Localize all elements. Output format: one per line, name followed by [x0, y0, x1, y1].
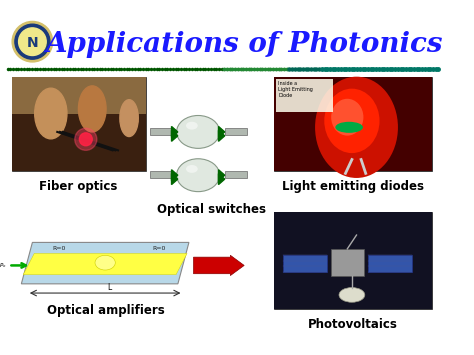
Ellipse shape — [331, 99, 364, 136]
Polygon shape — [172, 170, 178, 181]
Ellipse shape — [186, 122, 198, 130]
Bar — [225, 128, 246, 135]
Bar — [331, 249, 364, 277]
Ellipse shape — [95, 255, 115, 270]
Ellipse shape — [324, 89, 380, 153]
Bar — [367, 255, 412, 272]
Circle shape — [75, 128, 97, 150]
Text: R=0: R=0 — [152, 246, 165, 251]
Text: Inside a
Light Emitting
Diode: Inside a Light Emitting Diode — [278, 81, 313, 98]
Text: Applications of Photonics: Applications of Photonics — [46, 31, 443, 58]
Ellipse shape — [177, 115, 219, 148]
Polygon shape — [172, 174, 178, 185]
Text: R=0: R=0 — [53, 246, 66, 251]
Bar — [12, 77, 146, 114]
Circle shape — [12, 21, 53, 62]
Text: Light emitting diodes: Light emitting diodes — [282, 180, 424, 193]
Ellipse shape — [186, 165, 198, 173]
Polygon shape — [219, 126, 225, 137]
Circle shape — [18, 28, 46, 55]
Bar — [225, 171, 246, 178]
Text: N: N — [27, 36, 38, 50]
Circle shape — [15, 24, 50, 59]
Text: Photovoltaics: Photovoltaics — [308, 318, 398, 331]
Polygon shape — [21, 242, 189, 284]
Ellipse shape — [315, 77, 398, 178]
Text: Fiber optics: Fiber optics — [39, 180, 118, 193]
Polygon shape — [172, 130, 178, 141]
Polygon shape — [23, 253, 187, 275]
Text: Optical amplifiers: Optical amplifiers — [47, 304, 165, 317]
Bar — [273, 212, 432, 309]
Text: Optical switches: Optical switches — [157, 203, 266, 216]
Ellipse shape — [78, 86, 106, 132]
Bar — [12, 114, 146, 171]
Ellipse shape — [35, 88, 67, 139]
Bar — [273, 77, 432, 171]
Text: $P_o$: $P_o$ — [0, 261, 7, 270]
Bar — [283, 255, 327, 272]
Polygon shape — [172, 126, 178, 137]
Ellipse shape — [120, 100, 138, 137]
Text: L: L — [108, 283, 112, 292]
Ellipse shape — [339, 288, 365, 302]
Ellipse shape — [177, 159, 219, 192]
Circle shape — [79, 133, 92, 146]
Bar — [273, 77, 432, 171]
Bar — [12, 77, 146, 171]
Bar — [150, 128, 172, 135]
Bar — [276, 80, 334, 112]
Ellipse shape — [335, 122, 363, 133]
Polygon shape — [219, 170, 225, 181]
Polygon shape — [219, 130, 225, 141]
Bar — [150, 171, 172, 178]
FancyArrow shape — [193, 255, 244, 275]
Polygon shape — [219, 174, 225, 185]
Bar — [273, 212, 432, 309]
